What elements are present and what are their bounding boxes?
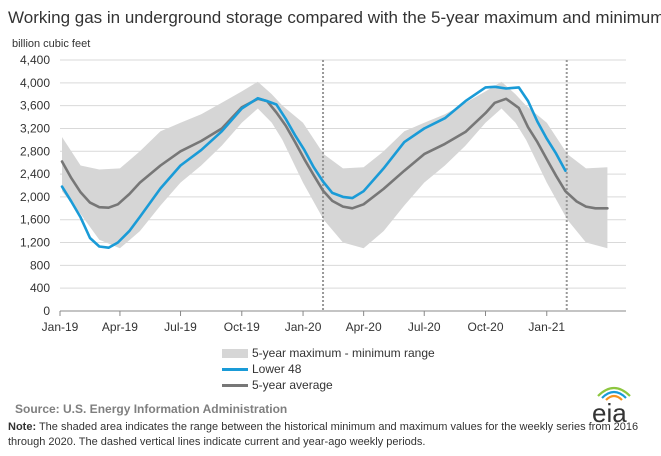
footnote-label: Note:: [8, 421, 37, 433]
eia-logo-text: eia: [592, 398, 627, 426]
y-axis-unit-label: billion cubic feet: [12, 38, 91, 50]
y-tick-label: 0: [43, 304, 50, 318]
axes: 0 400 800 1,200 1,600 2,000 2,400 2,800 3,200 3,6…: [20, 53, 626, 334]
y-tick-label: 2,000: [20, 190, 50, 204]
y-tick-label: 800: [30, 258, 50, 272]
x-tick-label: Oct-19: [224, 320, 260, 334]
reference-lines: [322, 60, 568, 311]
legend-item-band: 5-year maximum - minimum range: [222, 345, 435, 361]
x-tick-label: Jan-20: [285, 320, 322, 334]
y-tick-label: 1,200: [20, 236, 50, 250]
x-tick-label: Jul-19: [164, 320, 197, 334]
legend-band-swatch: [222, 348, 248, 358]
legend-item-average: 5-year average: [222, 377, 435, 393]
y-tick-label: 400: [30, 281, 50, 295]
y-tick-label: 2,800: [20, 144, 50, 158]
legend-average-swatch: [222, 383, 248, 387]
legend-item-lower48: Lower 48: [222, 361, 435, 377]
x-tick-label: Apr-19: [102, 320, 138, 334]
series-layer: [60, 85, 609, 249]
legend-lower48-label: Lower 48: [252, 362, 302, 376]
footnote: Note: The shaded area indicates the rang…: [8, 420, 648, 450]
y-tick-label: 2,400: [20, 167, 50, 181]
footnote-text: The shaded area indicates the range betw…: [8, 421, 639, 448]
x-tick-label: Jan-19: [42, 320, 79, 334]
x-tick-label: Apr-20: [346, 320, 382, 334]
x-tick-label: Jan-21: [528, 320, 565, 334]
chart-title: Working gas in underground storage compa…: [8, 8, 661, 27]
x-tick-label: Jul-20: [408, 320, 441, 334]
y-tick-label: 3,600: [20, 99, 50, 113]
y-tick-label: 4,000: [20, 76, 50, 90]
legend: 5-year maximum - minimum range Lower 48 …: [222, 345, 435, 393]
y-tick-label: 3,200: [20, 121, 50, 135]
y-tick-label: 4,400: [20, 53, 50, 67]
range-band: [62, 81, 608, 249]
x-tick-label: Oct-20: [467, 320, 503, 334]
legend-lower48-swatch: [222, 367, 248, 371]
eia-logo: eia: [592, 386, 631, 426]
source-note: Source: U.S. Energy Information Administ…: [15, 402, 288, 416]
series-line-average: [60, 97, 609, 210]
y-tick-label: 1,600: [20, 213, 50, 227]
range-band-layer: [62, 81, 608, 249]
series-line-lower48: [60, 85, 567, 249]
legend-average-label: 5-year average: [252, 378, 333, 392]
legend-band-label: 5-year maximum - minimum range: [252, 346, 435, 360]
